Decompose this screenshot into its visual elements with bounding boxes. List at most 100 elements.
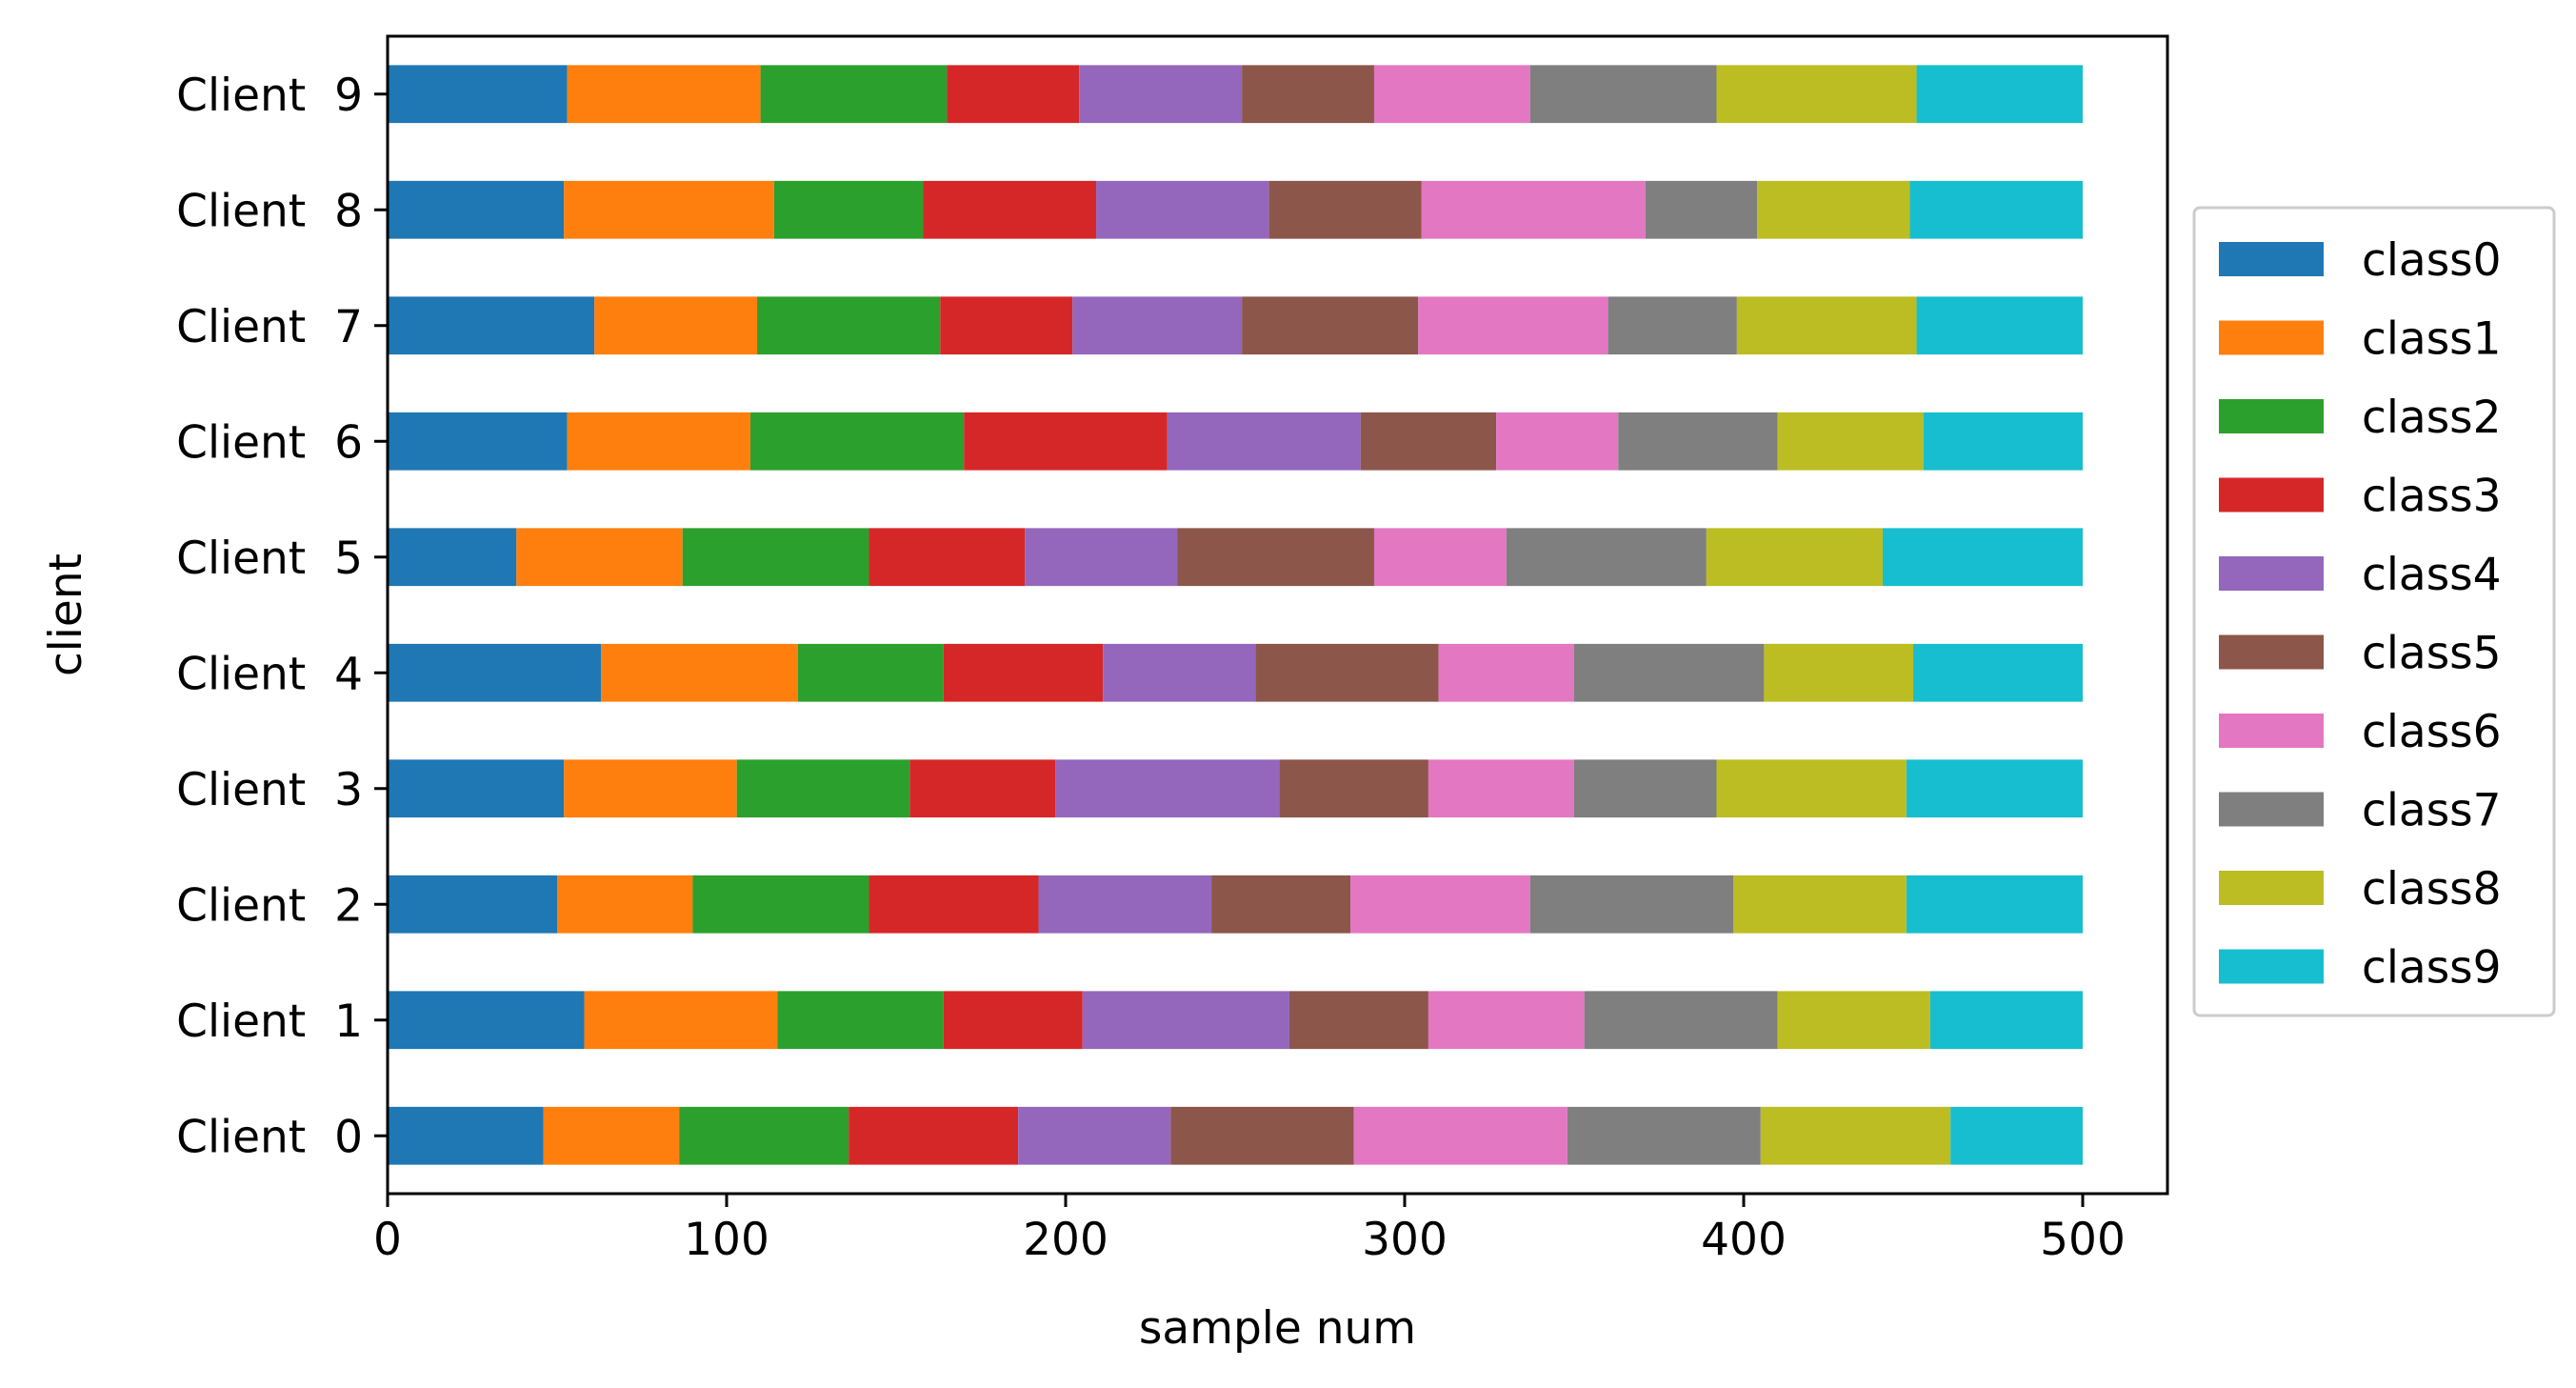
bar-segment-class1-client-4 xyxy=(601,643,798,702)
x-tick-label: 100 xyxy=(684,1214,769,1266)
bar-segment-class8-client-5 xyxy=(1706,528,1883,587)
bar-segment-class0-client-2 xyxy=(388,875,557,934)
y-tick-label: Client 1 xyxy=(176,996,363,1048)
bar-segment-class0-client-1 xyxy=(388,991,585,1050)
bar-segment-class4-client-5 xyxy=(1025,528,1178,587)
bar-segment-class5-client-0 xyxy=(1170,1106,1354,1165)
legend-swatch-class4 xyxy=(2219,556,2324,591)
bar-segment-class5-client-9 xyxy=(1242,65,1374,124)
bar-segment-class8-client-8 xyxy=(1757,180,1910,239)
y-tick-label: Client 0 xyxy=(176,1111,363,1163)
bar-segment-class9-client-5 xyxy=(1882,528,2083,587)
bar-segment-class2-client-0 xyxy=(679,1106,849,1165)
bar-segment-class3-client-3 xyxy=(909,759,1056,818)
bar-segment-class2-client-4 xyxy=(797,643,944,702)
bar-segment-class5-client-2 xyxy=(1211,875,1351,934)
bar-segment-class5-client-1 xyxy=(1288,991,1428,1050)
bar-segment-class3-client-4 xyxy=(943,643,1104,702)
bar-segment-class5-client-7 xyxy=(1242,296,1419,355)
bar-segment-class0-client-6 xyxy=(388,412,568,471)
bar-segment-class3-client-7 xyxy=(940,296,1073,355)
legend-swatch-class5 xyxy=(2219,634,2324,670)
bar-segment-class1-client-9 xyxy=(567,65,761,124)
bar-segment-class3-client-5 xyxy=(869,528,1026,587)
y-tick-label: Client 6 xyxy=(176,416,363,469)
bar-segment-class6-client-8 xyxy=(1421,180,1646,239)
bar-segment-class9-client-0 xyxy=(1950,1106,2083,1165)
bar-segment-class4-client-4 xyxy=(1103,643,1256,702)
bar-segment-class3-client-2 xyxy=(869,875,1039,934)
bar-segment-class4-client-6 xyxy=(1167,412,1361,471)
bar-segment-class0-client-9 xyxy=(388,65,568,124)
bar-segment-class8-client-4 xyxy=(1764,643,1913,702)
legend: class0 class1 class2 class3 class4 class5 clas… xyxy=(2192,206,2556,1017)
bar-segment-class8-client-7 xyxy=(1736,296,1917,355)
x-tick-label: 0 xyxy=(373,1214,402,1266)
legend-swatch-class8 xyxy=(2219,871,2324,905)
bar-segment-class6-client-2 xyxy=(1350,875,1530,934)
bar-segment-class6-client-1 xyxy=(1428,991,1585,1050)
x-axis-label: sample num xyxy=(1139,1302,1416,1355)
bar-segment-class1-client-2 xyxy=(557,875,693,934)
bar-segment-class7-client-8 xyxy=(1645,180,1758,239)
bar-segment-class8-client-6 xyxy=(1777,412,1924,471)
legend-label-class8: class8 xyxy=(2362,863,2502,915)
bars-layer xyxy=(388,65,2083,1165)
legend-label-class9: class9 xyxy=(2362,942,2502,995)
bar-segment-class2-client-8 xyxy=(773,180,924,239)
legend-swatch-class1 xyxy=(2219,320,2324,355)
x-tick-label: 300 xyxy=(1362,1214,1448,1266)
bar-segment-class6-client-4 xyxy=(1438,643,1574,702)
bar-segment-class1-client-7 xyxy=(594,296,758,355)
bar-segment-class5-client-8 xyxy=(1268,180,1422,239)
y-tick-label: Client 3 xyxy=(176,764,363,816)
legend-label-class5: class5 xyxy=(2362,628,2502,680)
bar-segment-class7-client-2 xyxy=(1529,875,1734,934)
bar-segment-class0-client-7 xyxy=(388,296,595,355)
bar-segment-class3-client-1 xyxy=(943,991,1083,1050)
bar-segment-class9-client-7 xyxy=(1916,296,2083,355)
bar-segment-class2-client-1 xyxy=(777,991,944,1050)
x-tick-label: 200 xyxy=(1023,1214,1108,1266)
bar-segment-class3-client-9 xyxy=(947,65,1080,124)
bar-segment-class8-client-0 xyxy=(1760,1106,1951,1165)
bar-segment-class7-client-0 xyxy=(1567,1106,1761,1165)
legend-swatch-class3 xyxy=(2219,477,2324,513)
bar-segment-class5-client-6 xyxy=(1360,412,1497,471)
bar-segment-class2-client-7 xyxy=(757,296,941,355)
bar-segment-class7-client-4 xyxy=(1574,643,1765,702)
bar-segment-class3-client-8 xyxy=(923,180,1097,239)
bar-segment-class0-client-3 xyxy=(388,759,565,818)
plot-frame xyxy=(386,34,2169,1196)
bar-segment-class9-client-1 xyxy=(1929,991,2083,1050)
legend-swatch-class0 xyxy=(2219,242,2324,276)
bar-segment-class0-client-4 xyxy=(388,643,602,702)
bar-segment-class7-client-6 xyxy=(1618,412,1778,471)
bar-segment-class9-client-9 xyxy=(1916,65,2083,124)
bar-segment-class9-client-3 xyxy=(1906,759,2083,818)
bar-segment-class4-client-3 xyxy=(1055,759,1280,818)
bar-segment-class9-client-2 xyxy=(1906,875,2083,934)
bar-segment-class6-client-3 xyxy=(1428,759,1574,818)
bar-segment-class3-client-6 xyxy=(964,412,1168,471)
bar-segment-class2-client-6 xyxy=(749,412,965,471)
y-axis: Client 0 Client 1 Client 2 Client 3 Client 4… xyxy=(176,70,388,1163)
bar-segment-class2-client-2 xyxy=(692,875,869,934)
bar-segment-class1-client-5 xyxy=(516,528,683,587)
x-tick-label: 500 xyxy=(2040,1214,2126,1266)
bar-segment-class8-client-2 xyxy=(1733,875,1907,934)
bar-segment-class4-client-0 xyxy=(1018,1106,1171,1165)
bar-segment-class6-client-9 xyxy=(1373,65,1530,124)
y-tick-label: Client 4 xyxy=(176,648,363,700)
bar-segment-class8-client-3 xyxy=(1716,759,1907,818)
bar-segment-class0-client-5 xyxy=(388,528,517,587)
bar-segment-class7-client-1 xyxy=(1584,991,1778,1050)
legend-label-class3: class3 xyxy=(2362,471,2502,523)
bar-segment-class1-client-8 xyxy=(564,180,774,239)
legend-label-class0: class0 xyxy=(2362,234,2502,287)
bar-segment-class4-client-8 xyxy=(1096,180,1269,239)
legend-swatch-class2 xyxy=(2219,399,2324,433)
bar-segment-class5-client-5 xyxy=(1177,528,1374,587)
bar-segment-class8-client-9 xyxy=(1716,65,1917,124)
